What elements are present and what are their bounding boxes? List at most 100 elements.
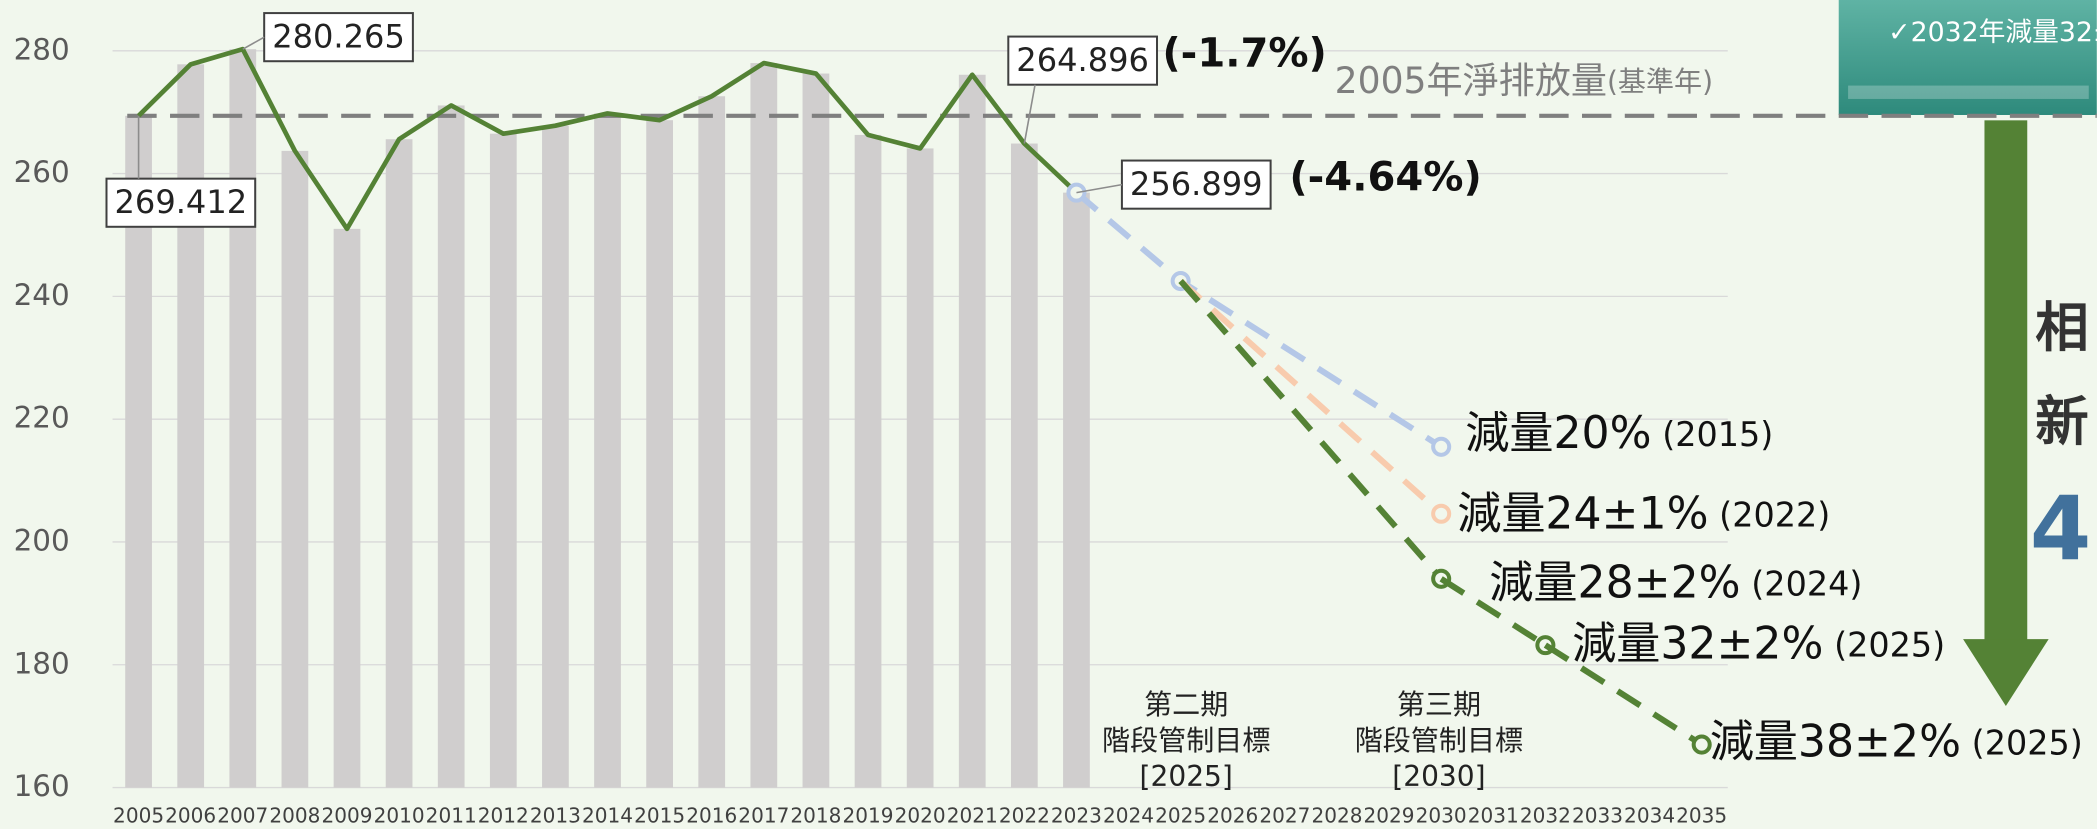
- bar: [854, 134, 882, 788]
- bar: [542, 125, 569, 788]
- projection-note: (2022): [1719, 495, 1830, 534]
- phase-label: 階段管制目標: [1355, 724, 1523, 757]
- x-tick-label: 2020: [895, 803, 946, 827]
- x-tick-label: 2026: [1207, 803, 1258, 827]
- x-tick-label: 2025: [1155, 803, 1206, 827]
- x-tick-label: 2028: [1311, 803, 1362, 827]
- projection-name: 減量38±2%: [1710, 717, 1961, 768]
- projection-label: 減量38±2% (2025): [1710, 717, 2083, 768]
- baseline-label-text: 2005年淨排放量: [1335, 59, 1607, 102]
- y-tick-label: 220: [14, 401, 70, 435]
- y-tick-label: 160: [14, 769, 70, 803]
- projection-label: 減量20% (2015): [1465, 408, 1773, 459]
- x-tick-label: 2033: [1572, 803, 1623, 827]
- y-tick-label: 280: [14, 32, 70, 66]
- projection-line: [1439, 576, 1547, 648]
- x-tick-label: 2034: [1624, 803, 1675, 827]
- projection-note: (2015): [1662, 415, 1773, 454]
- bar: [333, 228, 361, 788]
- projection-label: 減量32±2% (2025): [1572, 618, 1945, 669]
- projection-label: 減量28±2% (2024): [1489, 557, 1862, 608]
- x-tick-label: 2017: [738, 803, 789, 827]
- arrow-shaft: [1984, 120, 2028, 642]
- x-tick-label: 2027: [1259, 803, 1310, 827]
- baseline-note: (基準年): [1607, 65, 1713, 98]
- line: [136, 46, 1079, 232]
- value-label: 280.265: [272, 17, 405, 55]
- phase-label: 階段管制目標: [1102, 724, 1270, 757]
- x-tick-label: 2005: [113, 803, 164, 827]
- bar: [437, 105, 465, 788]
- x-tick-label: 2019: [843, 803, 894, 827]
- projection-note: (2024): [1751, 564, 1862, 603]
- change-label: (-4.64%): [1289, 154, 1481, 200]
- projection-label: 減量24±1% (2022): [1457, 488, 1830, 539]
- projection-name: 減量32±2%: [1572, 618, 1823, 669]
- projection-note: (2025): [1834, 625, 1945, 664]
- side-char: 相: [2035, 296, 2088, 359]
- x-tick-label: 2008: [269, 803, 320, 827]
- x-tick-label: 2011: [426, 803, 477, 827]
- bar: [385, 139, 413, 788]
- bar: [177, 64, 205, 788]
- bar: [698, 96, 726, 788]
- projection-line: [1178, 278, 1444, 516]
- projection-line: [1543, 642, 1704, 748]
- bar: [489, 133, 517, 788]
- x-tick-label: 2030: [1416, 803, 1467, 827]
- side-char: 4: [2030, 477, 2091, 580]
- projection-line: [1074, 190, 1443, 450]
- projection-note: (2025): [1972, 723, 2083, 762]
- value-label: 269.412: [115, 183, 248, 221]
- projection-line: [1178, 279, 1444, 581]
- y-tick-label: 180: [14, 646, 70, 680]
- phase-label: 第三期: [1397, 688, 1481, 721]
- bar: [906, 148, 934, 788]
- projection-marker: [1691, 734, 1712, 755]
- side-char: 新: [2035, 390, 2088, 453]
- projection-name: 減量20%: [1465, 408, 1651, 459]
- y-tick-label: 200: [14, 523, 70, 557]
- x-tick-label: 2014: [582, 803, 633, 827]
- bar: [1063, 192, 1090, 788]
- baseline-label: 2005年淨排放量(基準年): [1335, 59, 1713, 102]
- change-label: (-1.7%): [1162, 30, 1327, 76]
- x-tick-label: 2023: [1051, 803, 1102, 827]
- projection-marker: [1431, 436, 1452, 457]
- bar: [229, 49, 257, 788]
- phase-label: [2030]: [1392, 760, 1485, 793]
- x-tick-label: 2029: [1364, 803, 1415, 827]
- x-tick-label: 2018: [790, 803, 841, 827]
- side-image: [1838, 0, 2097, 115]
- y-tick-label: 260: [14, 155, 70, 189]
- projection-name: 減量28±2%: [1489, 557, 1740, 608]
- y-tick-label: 240: [14, 278, 70, 312]
- bar: [1010, 143, 1038, 788]
- bar: [802, 73, 830, 788]
- x-tick-label: 2035: [1676, 803, 1727, 827]
- bar: [646, 120, 673, 788]
- x-tick-label: 2013: [530, 803, 581, 827]
- bar: [281, 150, 309, 788]
- x-tick-label: 2024: [1103, 803, 1154, 827]
- callout-box: [105, 177, 257, 228]
- x-tick-label: 2010: [374, 803, 425, 827]
- projection-marker: [1431, 503, 1452, 524]
- value-label: 264.896: [1016, 41, 1149, 79]
- callout-leader: [1076, 183, 1123, 194]
- x-tick-label: 2031: [1468, 803, 1519, 827]
- arrow-head: [1963, 639, 2049, 706]
- x-tick-label: 2015: [634, 803, 685, 827]
- phase-label: 第二期: [1144, 688, 1228, 721]
- x-tick-label: 2009: [321, 803, 372, 827]
- x-tick-label: 2006: [165, 803, 216, 827]
- callout-leader: [1023, 84, 1036, 144]
- bar: [958, 74, 986, 788]
- bar: [594, 113, 621, 788]
- projection-name: 減量24±1%: [1457, 488, 1708, 539]
- x-tick-label: 2032: [1520, 803, 1571, 827]
- callout-box: [1120, 159, 1272, 210]
- side-banner: ✓2032年減量32±2%: [1888, 17, 2097, 48]
- x-tick-label: 2016: [686, 803, 737, 827]
